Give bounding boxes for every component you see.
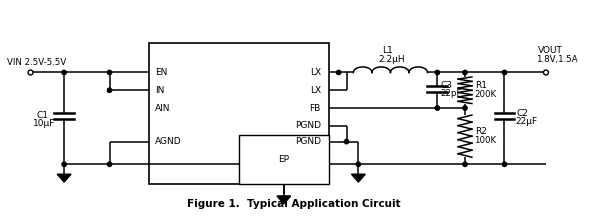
Bar <box>239 135 329 184</box>
Text: EP: EP <box>278 155 289 164</box>
Text: Figure 1.  Typical Application Circuit: Figure 1. Typical Application Circuit <box>188 199 401 209</box>
Circle shape <box>463 106 467 110</box>
Circle shape <box>463 162 467 167</box>
Text: 200K: 200K <box>474 90 496 99</box>
Circle shape <box>543 70 549 75</box>
Text: 22μF: 22μF <box>515 117 537 126</box>
Text: VIN 2.5V-5.5V: VIN 2.5V-5.5V <box>7 58 66 67</box>
Text: R1: R1 <box>475 81 487 90</box>
Text: PGND: PGND <box>295 121 321 130</box>
Circle shape <box>502 70 507 75</box>
Text: IN: IN <box>155 86 165 95</box>
Text: LX: LX <box>310 86 321 95</box>
Text: C1: C1 <box>37 111 48 120</box>
Polygon shape <box>352 174 365 182</box>
Circle shape <box>28 70 33 75</box>
Text: 100K: 100K <box>474 136 496 145</box>
Circle shape <box>463 70 467 75</box>
Bar <box>149 43 329 184</box>
Text: 2.2μH: 2.2μH <box>378 55 405 64</box>
Text: FB: FB <box>310 104 321 112</box>
Circle shape <box>62 70 66 75</box>
Circle shape <box>336 70 341 75</box>
Circle shape <box>107 88 112 92</box>
Circle shape <box>345 139 349 144</box>
Circle shape <box>107 162 112 167</box>
Circle shape <box>107 70 112 75</box>
Text: C2: C2 <box>516 109 528 118</box>
Circle shape <box>62 162 66 167</box>
Text: VOUT: VOUT <box>538 46 563 55</box>
Circle shape <box>356 162 360 167</box>
Text: 10μF: 10μF <box>32 119 55 128</box>
Text: R2: R2 <box>475 127 487 136</box>
Text: AGND: AGND <box>155 137 182 146</box>
Text: C3: C3 <box>440 81 453 90</box>
Text: PGND: PGND <box>295 137 321 146</box>
Text: LX: LX <box>310 68 321 77</box>
Circle shape <box>435 70 440 75</box>
Circle shape <box>502 162 507 167</box>
Circle shape <box>435 106 440 110</box>
Polygon shape <box>277 196 291 204</box>
Text: L1: L1 <box>382 46 393 55</box>
Text: EN: EN <box>155 68 168 77</box>
Polygon shape <box>57 174 71 182</box>
Text: 22pF: 22pF <box>440 89 462 98</box>
Text: 1.8V,1.5A: 1.8V,1.5A <box>536 55 578 64</box>
Text: AIN: AIN <box>155 104 171 112</box>
